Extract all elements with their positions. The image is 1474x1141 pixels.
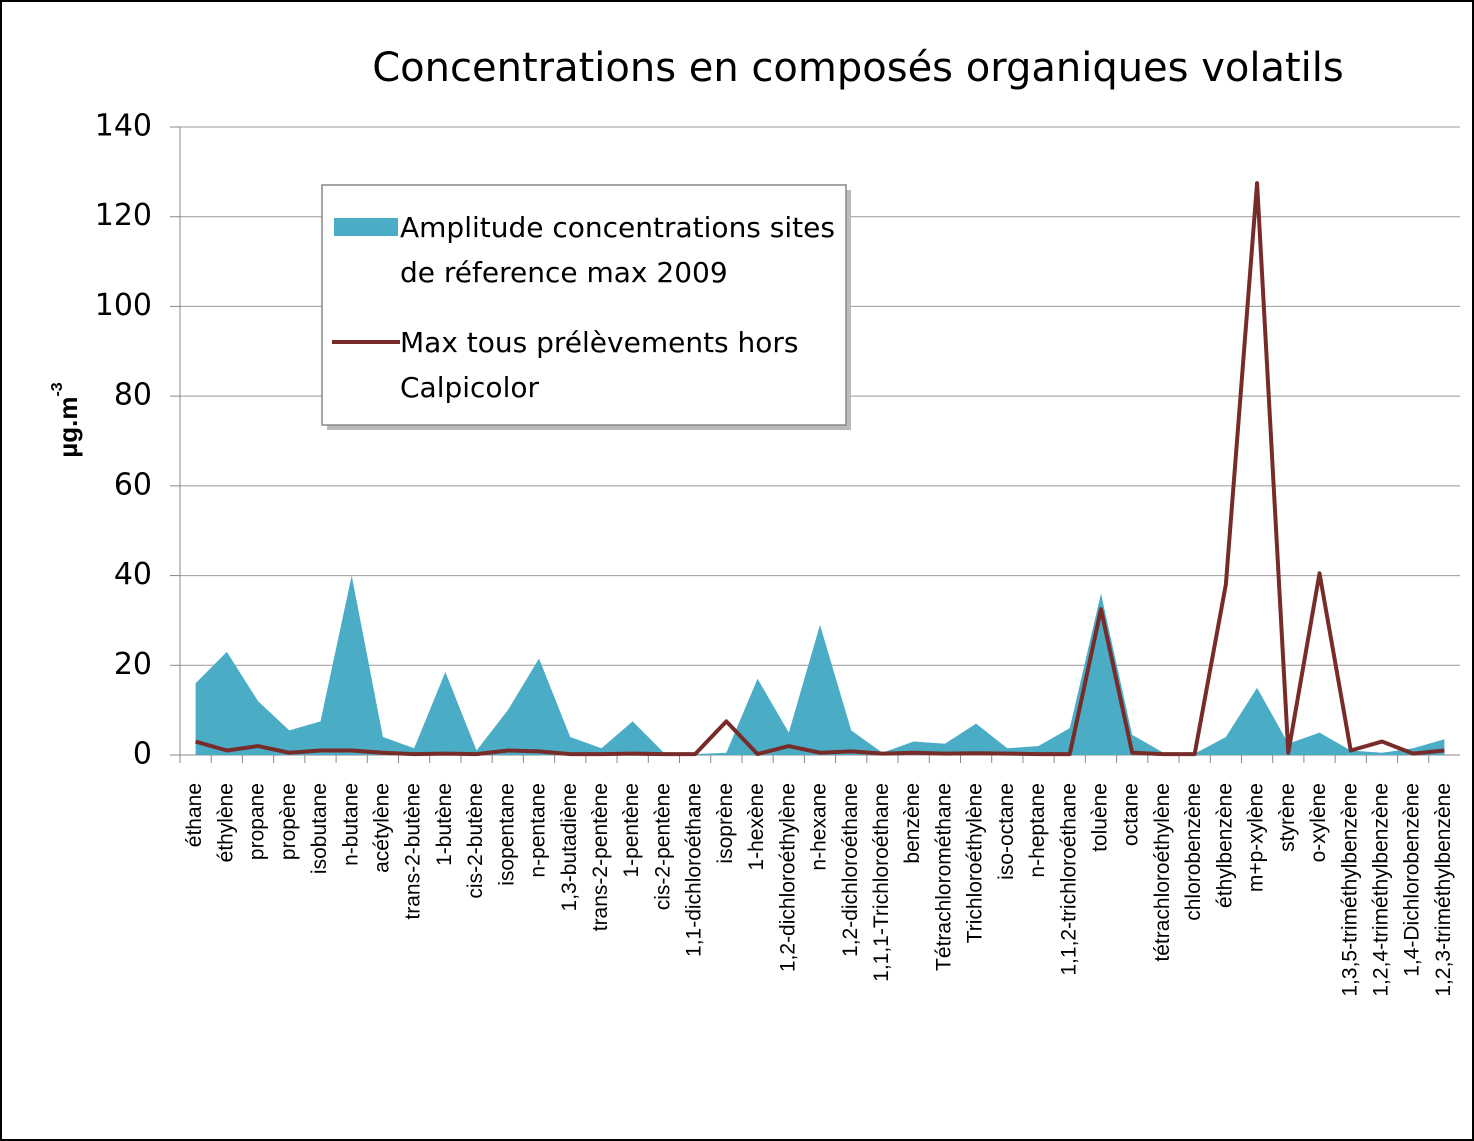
legend-label: Max tous prélèvements hors Calpicolor	[400, 326, 799, 404]
x-tick-label: cis-2-pentène	[651, 783, 674, 910]
x-tick-label: 1-butène	[433, 783, 456, 866]
x-tick-label: 1,2,3-triméthylbenzène	[1432, 783, 1455, 997]
x-tick-label: 1,3-butadiène	[558, 783, 581, 911]
x-tick-label: Tétrachlorométhane	[932, 783, 955, 971]
x-tick-label: trans-2-butène	[402, 783, 425, 920]
legend-swatch	[334, 218, 398, 236]
x-tick-label: éthylbenzène	[1213, 783, 1236, 908]
y-tick-label: 40	[114, 557, 152, 592]
legend-label: Amplitude concentrations sites de réfere…	[400, 211, 835, 289]
x-tick-label: 1,2-dichloroéthylène	[776, 783, 799, 972]
x-tick-label: propane	[246, 783, 269, 860]
x-tick-label: n-pentane	[527, 783, 550, 878]
x-tick-label: trans-2-pentène	[589, 783, 612, 931]
y-tick-label: 60	[114, 467, 152, 502]
y-axis-label: µg.m-3	[49, 382, 83, 458]
x-tick-label: 1,1-dichloroéthane	[683, 783, 706, 957]
x-tick-label: styrène	[1276, 783, 1299, 852]
area	[195, 575, 1445, 755]
x-tick-label: isopentane	[495, 783, 518, 886]
chart-title: Concentrations en composés organiques vo…	[372, 45, 1344, 91]
y-axis-label-sup: -3	[49, 382, 66, 396]
legend-entry: Max tous prélèvements hors Calpicolor	[400, 326, 799, 404]
x-tick-label: isoprène	[714, 783, 737, 864]
x-tick-label: n-hexane	[808, 783, 831, 871]
y-axis-label-main: µg.m	[53, 397, 83, 458]
x-tick-label: isobutane	[308, 783, 331, 874]
x-tick-label: toluène	[1089, 783, 1112, 852]
x-tick-label: 1-hexène	[745, 783, 768, 871]
x-tick-label: m+p-xylène	[1245, 783, 1268, 892]
y-tick-label: 100	[95, 288, 152, 323]
line	[195, 181, 1445, 757]
x-tick-label: propène	[277, 783, 300, 860]
x-tick-label: 1,1,1-Trichloroéthane	[870, 783, 893, 982]
y-tick-label: 120	[95, 198, 152, 233]
x-tick-label: 1,1,2-trichloroéthane	[1057, 783, 1080, 976]
x-tick-label: chlorobenzène	[1182, 783, 1205, 921]
x-tick-label: acétylène	[370, 783, 393, 873]
legend-entry: Amplitude concentrations sites de réfere…	[400, 211, 835, 289]
legend	[321, 184, 847, 426]
y-tick-label: 80	[114, 378, 152, 413]
x-tick-label: cis-2-butène	[464, 783, 487, 899]
x-tick-label: éthylène	[214, 783, 237, 862]
x-tick-label: o-xylène	[1307, 783, 1330, 862]
y-tick-label: 140	[95, 109, 152, 144]
x-tick-label: 1-pentène	[620, 783, 643, 878]
y-tick-label: 20	[114, 647, 152, 682]
y-tick-label: 0	[133, 737, 152, 772]
x-tick-label: n-butane	[339, 783, 362, 866]
x-tick-label: 1,2-dichloroéthane	[839, 783, 862, 957]
x-tick-label: iso-octane	[995, 783, 1018, 880]
x-tick-label: 1,3,5-triméthylbenzène	[1338, 783, 1361, 997]
x-tick-label: 1,2,4-triméthylbenzène	[1369, 783, 1392, 997]
x-tick-label: octane	[1120, 783, 1143, 846]
x-tick-label: 1,4-Dichlorobenzène	[1401, 783, 1424, 977]
x-tick-label: éthane	[183, 783, 206, 847]
x-tick-label: tétrachloroéthylène	[1151, 783, 1174, 962]
x-tick-label: benzène	[901, 783, 924, 864]
x-tick-label: Trichloroéthylène	[964, 783, 987, 943]
x-tick-label: n-heptane	[1026, 783, 1049, 878]
